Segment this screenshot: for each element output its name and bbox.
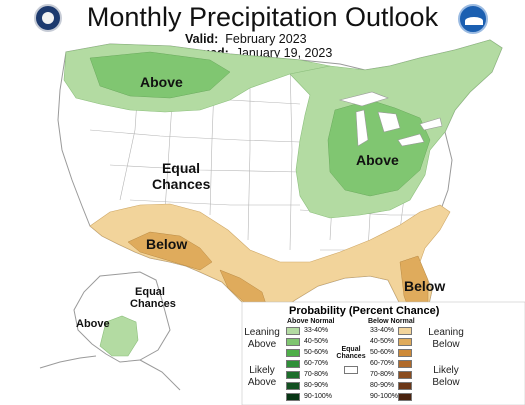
legend-below-range: 50-60%	[370, 349, 395, 356]
legend-likely-below: Likely Below	[432, 365, 460, 388]
legend-below-range: 90-100%	[370, 393, 399, 400]
legend-above-range: 40-50%	[304, 338, 329, 345]
legend-below-swatch	[398, 382, 412, 390]
map-label-above-northwest: Above	[140, 74, 183, 90]
above-northwest-core	[89, 51, 231, 99]
legend-below-range: 33-40%	[370, 327, 395, 334]
legend-equal-chances-label: Equal Chances	[336, 346, 366, 360]
legend-below-swatch	[398, 360, 412, 368]
page-title: Monthly Precipitation Outlook	[86, 2, 439, 32]
commerce-seal-logo	[34, 4, 62, 32]
map-label-above-ohio-valley: Above	[356, 152, 399, 168]
map-label-below-florida: Below	[404, 278, 446, 294]
legend-below-range: 70-80%	[370, 371, 395, 378]
legend-below-swatch	[398, 393, 412, 401]
legend-above-swatch	[286, 382, 300, 390]
map-label-below-southwest: Below	[146, 236, 188, 252]
map-label-equal-chances: Equal Chances	[152, 160, 211, 192]
legend-below-swatch	[398, 327, 412, 335]
alaska-above-region	[99, 315, 139, 357]
legend-leaning-below: Leaning Below	[428, 327, 464, 350]
legend-leaning-above: Leaning Above	[244, 327, 280, 350]
alaska-islands	[39, 355, 97, 369]
legend-above-swatch	[286, 338, 300, 346]
noaa-logo	[458, 4, 488, 34]
legend-above-range: 60-70%	[304, 360, 329, 367]
legend-equal-chances-swatch	[344, 366, 358, 374]
legend-above-range: 80-90%	[304, 382, 329, 389]
legend-below-swatch	[398, 338, 412, 346]
valid-value: February 2023	[225, 32, 307, 46]
map-label-alaska-equal-chances: Equal Chances	[130, 286, 176, 310]
legend-likely-above: Likely Above	[247, 365, 277, 388]
legend-above-swatch	[286, 360, 300, 368]
legend-above-swatch	[286, 349, 300, 357]
above-east-core	[327, 99, 431, 197]
legend-title: Probability (Percent Chance)	[289, 305, 440, 317]
legend-below-swatch	[398, 349, 412, 357]
legend-above-range: 50-60%	[304, 349, 329, 356]
legend-above-range: 90-100%	[304, 393, 333, 400]
valid-label: Valid:	[185, 32, 219, 46]
legend-below-swatch	[398, 371, 412, 379]
legend-below-header: Below Normal	[368, 318, 415, 325]
legend-below-range: 40-50%	[370, 338, 395, 345]
legend-above-header: Above Normal	[287, 318, 335, 325]
legend-above-range: 33-40%	[304, 327, 329, 334]
legend-above-swatch	[286, 327, 300, 335]
map-label-alaska-above: Above	[76, 318, 110, 330]
legend-below-range: 60-70%	[370, 360, 395, 367]
alaska-panhandle	[139, 359, 181, 391]
great-lakes	[338, 91, 443, 147]
below-southwest-core	[127, 231, 213, 271]
legend-below-range: 80-90%	[370, 382, 395, 389]
legend-above-swatch	[286, 393, 300, 401]
legend-above-swatch	[286, 371, 300, 379]
legend-above-range: 70-80%	[304, 371, 329, 378]
